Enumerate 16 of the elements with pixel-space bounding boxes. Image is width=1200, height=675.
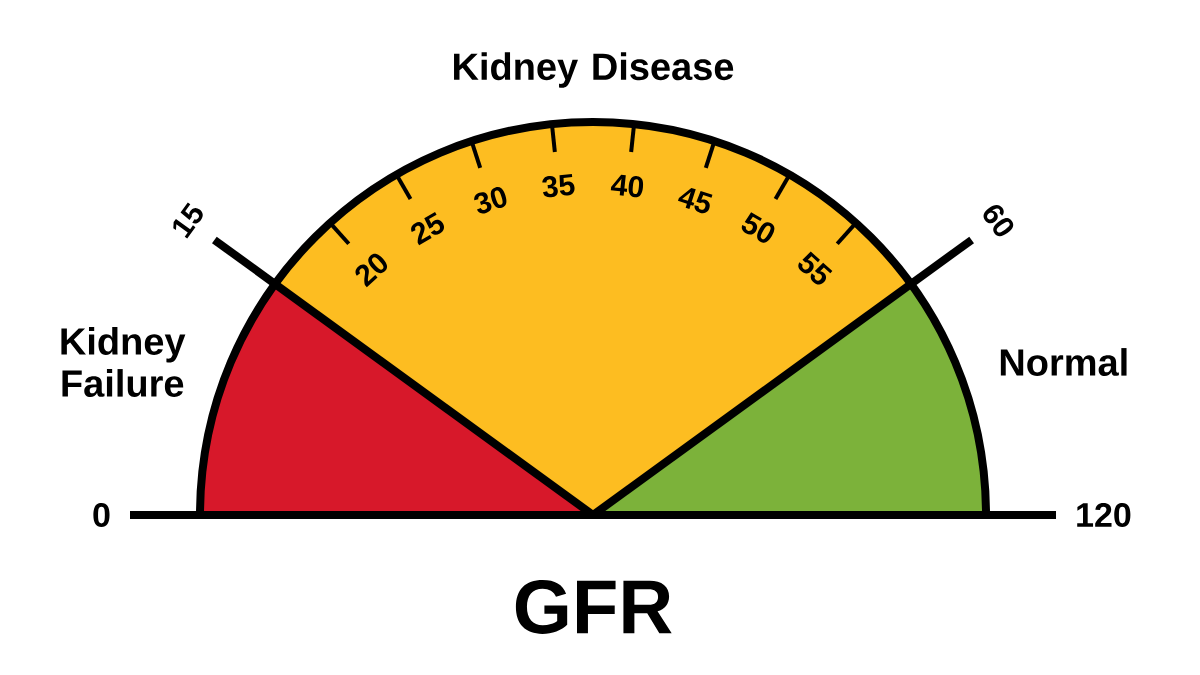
text: GFR (515, 580, 672, 634)
slice-label: Normal (1000, 348, 1127, 376)
text: 45 (677, 187, 713, 214)
text: 60 (983, 204, 1014, 237)
text: 40 (610, 174, 644, 198)
text: 20 (355, 253, 388, 288)
text: 25 (411, 212, 445, 246)
slice-label: Kidney Disease (454, 52, 734, 88)
text: 35 (542, 174, 575, 198)
text: 120 (1077, 502, 1131, 528)
text: 50 (741, 212, 775, 243)
text: 0 (93, 502, 110, 528)
text: 55 (798, 251, 833, 285)
text: 15 (173, 202, 203, 239)
slice-label: Kidney Failure (61, 327, 186, 397)
text: 30 (474, 187, 507, 214)
